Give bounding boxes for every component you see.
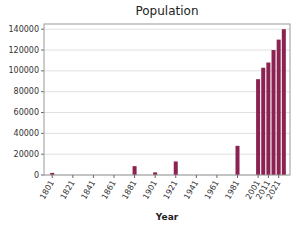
x-tick <box>175 175 176 178</box>
x-tick-label: 1801 <box>38 179 56 201</box>
x-tick-label: 1861 <box>100 179 118 201</box>
y-tick-label: 40000 <box>14 129 39 138</box>
x-tick-label: 1941 <box>182 179 200 201</box>
plot-frame <box>44 24 290 175</box>
y-grid <box>44 29 290 175</box>
x-tick-label: 1881 <box>121 179 139 201</box>
x-tick <box>72 175 73 178</box>
grid-line <box>44 133 290 134</box>
grid-line <box>44 29 290 30</box>
x-tick <box>155 175 156 178</box>
x-tick <box>268 175 269 178</box>
bar <box>174 161 178 175</box>
y-axis: 0 20000 40000 60000 80000 100000 120000 140000 <box>8 25 44 180</box>
y-tick-label: 80000 <box>14 87 39 96</box>
grid-line <box>44 112 290 113</box>
x-axis: 1801182118411861188119011921194119611981… <box>38 175 282 201</box>
x-tick-label: 1821 <box>59 179 77 201</box>
x-tick <box>258 175 259 178</box>
grid-line <box>44 154 290 155</box>
chart-container: 0 20000 40000 60000 80000 100000 120000 140000 1… <box>0 0 300 225</box>
y-tick-label: 120000 <box>8 46 39 55</box>
x-tick-label: 2021 <box>265 179 283 201</box>
bar <box>261 68 265 175</box>
y-tick-label: 20000 <box>14 150 39 159</box>
x-tick <box>278 175 279 178</box>
y-tick-label: 0 <box>34 171 39 180</box>
grid-line <box>44 91 290 92</box>
x-tick <box>134 175 135 178</box>
chart-svg: 0 20000 40000 60000 80000 100000 120000 140000 1… <box>0 0 300 225</box>
y-tick-label: 100000 <box>8 66 39 75</box>
bar <box>282 29 286 175</box>
bars <box>50 29 286 175</box>
x-tick-label: 1981 <box>223 179 241 201</box>
x-tick <box>52 175 53 178</box>
x-tick <box>93 175 94 178</box>
y-tick-label: 140000 <box>8 25 39 34</box>
bar <box>266 63 270 175</box>
x-axis-label: Year <box>155 212 179 222</box>
bar <box>236 146 240 175</box>
x-tick-label: 1901 <box>141 179 159 201</box>
bar <box>256 79 260 175</box>
y-tick-label: 60000 <box>14 108 39 117</box>
x-tick <box>237 175 238 178</box>
bar <box>277 40 281 175</box>
bar <box>272 50 276 175</box>
x-tick-label: 1841 <box>79 179 97 201</box>
grid-line <box>44 70 290 71</box>
x-tick-label: 1961 <box>203 179 221 201</box>
title: Population <box>135 4 198 18</box>
x-tick <box>196 175 197 178</box>
x-tick <box>216 175 217 178</box>
grid-line <box>44 50 290 51</box>
x-tick <box>113 175 114 178</box>
bar <box>133 166 137 175</box>
x-tick-label: 1921 <box>162 179 180 201</box>
